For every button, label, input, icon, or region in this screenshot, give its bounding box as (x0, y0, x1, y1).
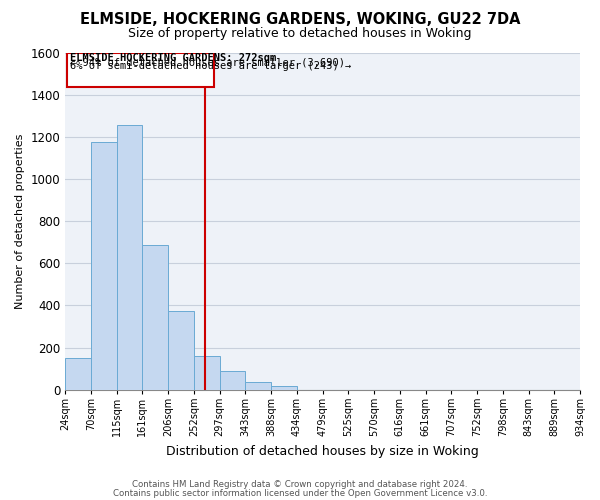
Bar (142, 246, 168, 390)
Y-axis label: Number of detached properties: Number of detached properties (15, 134, 25, 309)
Bar (220, 371, 245, 390)
Text: Contains public sector information licensed under the Open Government Licence v3: Contains public sector information licen… (113, 488, 487, 498)
Text: 6% of semi-detached houses are larger (243) →: 6% of semi-detached houses are larger (2… (70, 61, 352, 71)
Text: Size of property relative to detached houses in Woking: Size of property relative to detached ho… (128, 28, 472, 40)
Bar (67, 52, 214, 88)
Bar (194, 356, 220, 390)
Bar (245, 382, 271, 390)
Bar (65, 358, 91, 390)
Bar (271, 386, 297, 390)
X-axis label: Distribution of detached houses by size in Woking: Distribution of detached houses by size … (166, 444, 479, 458)
Text: Contains HM Land Registry data © Crown copyright and database right 2024.: Contains HM Land Registry data © Crown c… (132, 480, 468, 489)
Bar (116, 125, 142, 390)
Bar (91, 142, 116, 390)
Text: ← 94% of detached houses are smaller (3,690): ← 94% of detached houses are smaller (3,… (70, 57, 346, 67)
Bar (168, 310, 194, 390)
Text: ELMSIDE HOCKERING GARDENS: 272sqm: ELMSIDE HOCKERING GARDENS: 272sqm (70, 54, 277, 64)
Text: ELMSIDE, HOCKERING GARDENS, WOKING, GU22 7DA: ELMSIDE, HOCKERING GARDENS, WOKING, GU22… (80, 12, 520, 28)
